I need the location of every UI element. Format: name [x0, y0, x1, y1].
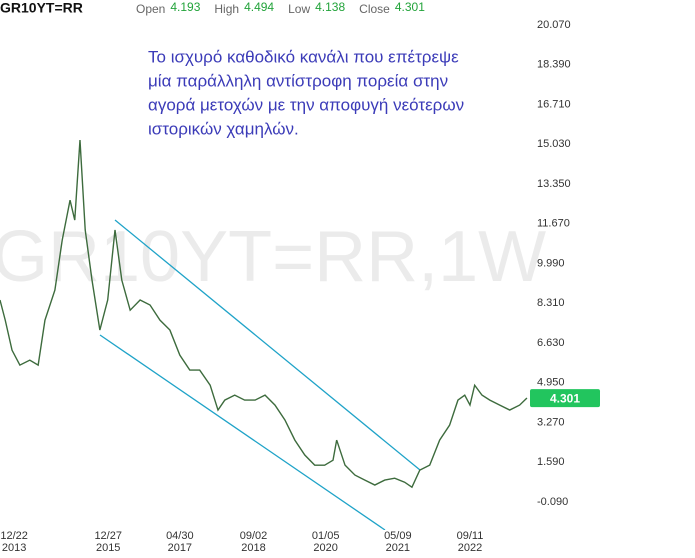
y-tick-label: 15.030 — [537, 138, 571, 150]
ohlc-value: 4.138 — [315, 0, 345, 14]
ohlc-value: 4.494 — [244, 0, 274, 14]
y-tick-label: 13.350 — [537, 178, 571, 190]
y-tick-label: 18.390 — [537, 59, 571, 71]
price-badge-label: 4.301 — [550, 391, 580, 405]
y-tick-label: 9.990 — [537, 257, 565, 269]
ohlc-name: Open — [136, 2, 165, 16]
annotation: ιστορικών χαμηλών. — [148, 119, 299, 138]
y-tick-label: 16.710 — [537, 98, 571, 110]
x-tick-label: 01/05 2020 — [311, 530, 340, 554]
x-tick-label: 12/22 2013 — [0, 530, 28, 554]
channel-lower — [99, 334, 386, 530]
ohlc-value: 4.193 — [170, 0, 200, 14]
x-tick-label: 09/11 2022 — [456, 530, 484, 554]
y-tick-label: 6.630 — [537, 337, 565, 349]
ohlc-name: Low — [288, 2, 310, 16]
x-tick-label: 05/09 2021 — [384, 530, 412, 554]
y-tick-label: -0.090 — [537, 496, 568, 508]
ohlc-name: Close — [359, 2, 390, 16]
ohlc-name: High — [214, 2, 239, 16]
annotation: μία παράλληλη αντίστροφη πορεία στην — [148, 71, 448, 90]
y-tick-label: 4.950 — [537, 377, 565, 389]
annotation: αγορά μετοχών με την αποφυγή νεότερων — [148, 95, 464, 114]
x-tick-label: 12/27 2015 — [94, 530, 122, 554]
channel-upper — [114, 219, 421, 471]
price-badge — [530, 389, 600, 408]
symbol: GR10YT=RR — [0, 0, 83, 16]
x-tick-label: 04/30 2017 — [166, 530, 194, 554]
x-tick-label: 09/02 2018 — [239, 530, 268, 554]
y-tick-label: 11.670 — [537, 218, 570, 230]
y-tick-label: 20.070 — [537, 19, 571, 31]
ohlc-value: 4.301 — [395, 0, 425, 14]
y-tick-label: 8.310 — [537, 297, 565, 309]
watermark: GR10YT=RR,1W — [0, 217, 546, 297]
annotation: Το ισχυρό καθοδικό κανάλι που επέτρεψε — [148, 47, 459, 66]
y-tick-label: 3.270 — [537, 416, 565, 428]
y-tick-label: 1.590 — [537, 456, 565, 468]
price-line — [0, 140, 528, 489]
